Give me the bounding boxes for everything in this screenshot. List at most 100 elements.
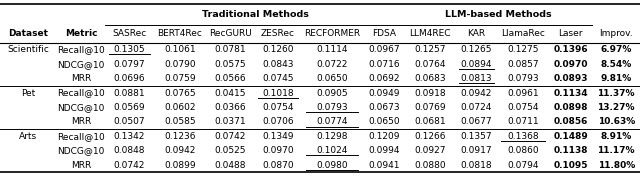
Text: 0.0683: 0.0683 — [415, 74, 446, 83]
Text: 0.1209: 0.1209 — [368, 132, 399, 141]
Text: 0.1489: 0.1489 — [553, 132, 588, 141]
Text: NDCG@10: NDCG@10 — [58, 60, 105, 69]
Text: 0.0774: 0.0774 — [316, 117, 348, 126]
Text: 0.0961: 0.0961 — [508, 89, 539, 98]
Text: Recall@10: Recall@10 — [57, 45, 105, 54]
Text: RECFORMER: RECFORMER — [304, 29, 360, 38]
Text: 0.0970: 0.0970 — [554, 60, 588, 69]
Text: Recall@10: Recall@10 — [57, 132, 105, 141]
Text: BERT4Rec: BERT4Rec — [157, 29, 202, 38]
Text: 0.1236: 0.1236 — [164, 132, 196, 141]
Text: 0.1342: 0.1342 — [114, 132, 145, 141]
Text: 0.0942: 0.0942 — [164, 146, 196, 155]
Text: 0.1396: 0.1396 — [554, 45, 588, 54]
Text: 0.0899: 0.0899 — [164, 161, 196, 170]
Text: 0.0980: 0.0980 — [316, 161, 348, 170]
Text: 0.1368: 0.1368 — [508, 132, 539, 141]
Text: MRR: MRR — [71, 117, 91, 126]
Text: 0.0650: 0.0650 — [316, 74, 348, 83]
Text: 0.0994: 0.0994 — [368, 146, 399, 155]
Text: 0.1114: 0.1114 — [316, 45, 348, 54]
Text: Improv.: Improv. — [600, 29, 633, 38]
Text: 0.1275: 0.1275 — [508, 45, 539, 54]
Text: 0.0724: 0.0724 — [461, 103, 492, 112]
Text: 9.81%: 9.81% — [600, 74, 632, 83]
Text: 0.0764: 0.0764 — [415, 60, 446, 69]
Text: 0.1265: 0.1265 — [461, 45, 492, 54]
Text: 0.0818: 0.0818 — [460, 161, 492, 170]
Text: 0.0917: 0.0917 — [460, 146, 492, 155]
Text: 0.0881: 0.0881 — [114, 89, 145, 98]
Text: 0.0677: 0.0677 — [460, 117, 492, 126]
Text: 0.0507: 0.0507 — [114, 117, 145, 126]
Text: 0.0843: 0.0843 — [262, 60, 294, 69]
Text: LlamaRec: LlamaRec — [501, 29, 545, 38]
Text: 0.0711: 0.0711 — [508, 117, 539, 126]
Text: 0.1018: 0.1018 — [262, 89, 294, 98]
Text: Arts: Arts — [19, 132, 38, 141]
Text: 0.0949: 0.0949 — [368, 89, 399, 98]
Text: 8.91%: 8.91% — [600, 132, 632, 141]
Text: SASRec: SASRec — [113, 29, 147, 38]
Text: 0.0569: 0.0569 — [114, 103, 145, 112]
Text: 0.1357: 0.1357 — [460, 132, 492, 141]
Text: 0.0918: 0.0918 — [415, 89, 446, 98]
Text: Dataset: Dataset — [8, 29, 49, 38]
Text: 10.63%: 10.63% — [598, 117, 635, 126]
Text: KAR: KAR — [467, 29, 485, 38]
Text: 0.0769: 0.0769 — [415, 103, 446, 112]
Text: 0.0905: 0.0905 — [316, 89, 348, 98]
Text: 0.0742: 0.0742 — [114, 161, 145, 170]
Text: Metric: Metric — [65, 29, 97, 38]
Text: 0.0793: 0.0793 — [508, 74, 539, 83]
Text: 13.27%: 13.27% — [597, 103, 635, 112]
Text: 0.1134: 0.1134 — [554, 89, 588, 98]
Text: NDCG@10: NDCG@10 — [58, 146, 105, 155]
Text: 0.1095: 0.1095 — [554, 161, 588, 170]
Text: 0.0970: 0.0970 — [262, 146, 294, 155]
Text: 0.1305: 0.1305 — [114, 45, 145, 54]
Text: NDCG@10: NDCG@10 — [58, 103, 105, 112]
Text: 0.0575: 0.0575 — [214, 60, 246, 69]
Text: 0.0848: 0.0848 — [114, 146, 145, 155]
Text: LLM4REC: LLM4REC — [410, 29, 451, 38]
Text: 0.0602: 0.0602 — [164, 103, 196, 112]
Text: 0.1266: 0.1266 — [415, 132, 446, 141]
Text: 0.0894: 0.0894 — [461, 60, 492, 69]
Text: 0.0893: 0.0893 — [554, 74, 588, 83]
Text: 0.0813: 0.0813 — [460, 74, 492, 83]
Text: 0.1061: 0.1061 — [164, 45, 196, 54]
Text: Recall@10: Recall@10 — [57, 89, 105, 98]
Text: 6.97%: 6.97% — [600, 45, 632, 54]
Text: 11.37%: 11.37% — [597, 89, 635, 98]
Text: 0.1257: 0.1257 — [415, 45, 446, 54]
Text: 0.0650: 0.0650 — [368, 117, 400, 126]
Text: MRR: MRR — [71, 161, 91, 170]
Text: 0.0793: 0.0793 — [316, 103, 348, 112]
Text: 0.0415: 0.0415 — [214, 89, 246, 98]
Text: 0.0681: 0.0681 — [415, 117, 446, 126]
Text: 0.1260: 0.1260 — [262, 45, 294, 54]
Text: 0.0765: 0.0765 — [164, 89, 196, 98]
Text: 0.0754: 0.0754 — [262, 103, 294, 112]
Text: 0.0525: 0.0525 — [214, 146, 246, 155]
Text: 0.1298: 0.1298 — [316, 132, 348, 141]
Text: 11.17%: 11.17% — [597, 146, 635, 155]
Text: 0.0742: 0.0742 — [214, 132, 246, 141]
Text: 0.0880: 0.0880 — [415, 161, 446, 170]
Text: 0.0585: 0.0585 — [164, 117, 196, 126]
Text: Scientific: Scientific — [8, 45, 49, 54]
Text: 0.1138: 0.1138 — [554, 146, 588, 155]
Text: 0.0942: 0.0942 — [461, 89, 492, 98]
Text: 0.0696: 0.0696 — [114, 74, 145, 83]
Text: Pet: Pet — [21, 89, 36, 98]
Text: 0.0716: 0.0716 — [368, 60, 400, 69]
Text: 0.1024: 0.1024 — [316, 146, 348, 155]
Text: 0.0870: 0.0870 — [262, 161, 294, 170]
Text: 0.0759: 0.0759 — [164, 74, 196, 83]
Text: 0.0797: 0.0797 — [114, 60, 145, 69]
Text: 0.0371: 0.0371 — [214, 117, 246, 126]
Text: 0.0941: 0.0941 — [368, 161, 399, 170]
Text: 0.0967: 0.0967 — [368, 45, 400, 54]
Text: Laser: Laser — [559, 29, 583, 38]
